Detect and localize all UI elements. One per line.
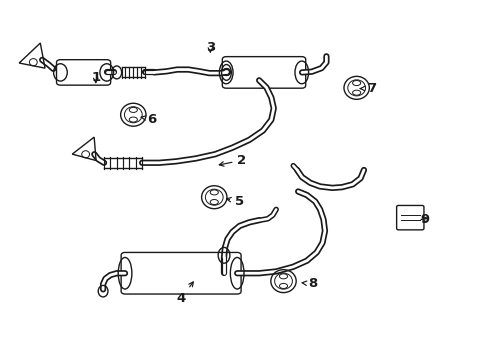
Text: 1: 1: [91, 71, 100, 84]
Text: 6: 6: [141, 113, 156, 126]
Text: 7: 7: [360, 82, 375, 95]
Text: 5: 5: [226, 195, 244, 208]
Text: 9: 9: [420, 213, 428, 226]
Text: 4: 4: [176, 282, 193, 305]
Text: 3: 3: [205, 41, 215, 54]
Text: 2: 2: [219, 154, 246, 167]
Text: 8: 8: [302, 278, 317, 291]
